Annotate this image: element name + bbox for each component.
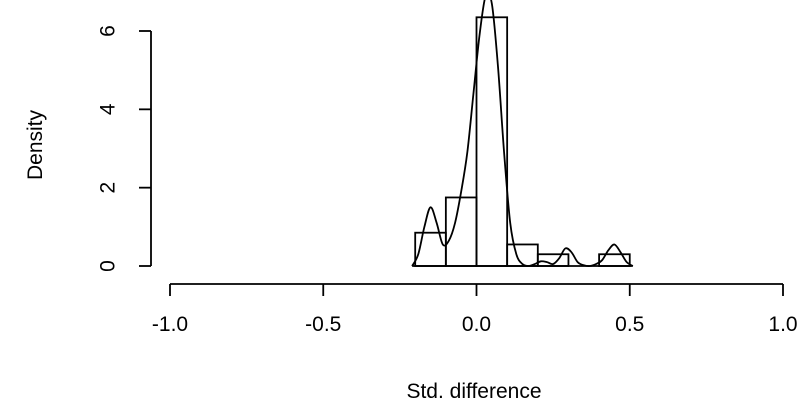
x-tick-label: 1.0 [768,313,797,336]
y-axis-label: Density [24,109,47,180]
histogram-bars [414,16,631,267]
y-tick-label: 0 [97,260,120,272]
x-axis: -1.0 -0.5 0.0 0.5 1.0 [152,283,798,336]
y-tick-label: 4 [97,103,120,115]
y-tick-label: 2 [97,182,120,194]
x-tick-label: 0.5 [615,313,644,336]
x-tick-label: -0.5 [305,313,341,336]
x-tick-label: -1.0 [152,313,188,336]
histogram-bar [506,243,539,267]
density-curve-line [411,0,634,267]
y-axis: 0 2 4 6 [97,25,152,272]
x-tick-label: 0.0 [462,313,491,336]
x-axis-label: Std. difference [406,380,541,403]
histogram-bar [444,196,478,267]
density-curve [411,0,634,267]
y-tick-label: 6 [97,25,120,37]
